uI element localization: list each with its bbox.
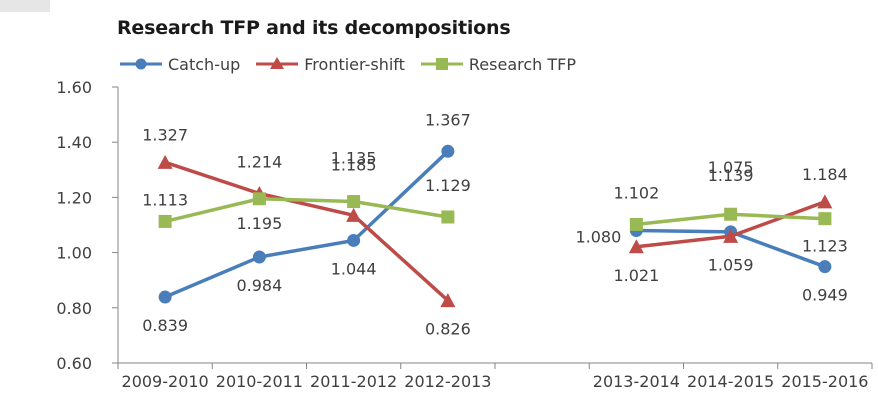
data-label-research-tfp: 1.129 [425, 176, 471, 195]
data-label-catch-up: 1.080 [575, 228, 621, 247]
data-label-frontier-shift: 1.135 [331, 148, 377, 167]
data-label-research-tfp: 1.195 [236, 214, 282, 233]
series-line-catch-up [164, 150, 450, 299]
legend-label-catch-up: Catch-up [168, 54, 241, 74]
data-label-frontier-shift: 0.826 [425, 320, 471, 339]
legend-marker-frontier-shift [256, 57, 299, 69]
data-point-frontier-shift [346, 207, 362, 222]
data-point-catch-up [158, 290, 172, 304]
x-tick-label: 2010-2011 [216, 372, 303, 391]
data-point-research-tfp [347, 195, 361, 209]
y-tick-label: 1.00 [56, 244, 92, 263]
legend-marker-research-tfp [420, 58, 463, 70]
data-label-research-tfp: 1.123 [802, 237, 848, 256]
y-tick-label: 1.20 [56, 188, 92, 207]
legend-item-frontier-shift: Frontier-shift [254, 55, 405, 74]
series-line-frontier-shift [164, 160, 450, 302]
y-tick-label: 0.80 [56, 299, 92, 318]
data-point-catch-up [347, 233, 361, 247]
legend-marker-catch-up [120, 58, 162, 70]
data-point-catch-up [441, 144, 455, 158]
data-label-research-tfp: 1.113 [142, 190, 188, 209]
data-point-frontier-shift [440, 293, 456, 308]
data-label-research-tfp: 1.139 [708, 166, 754, 185]
data-point-frontier-shift [628, 239, 644, 254]
data-point-catch-up [252, 250, 266, 264]
data-point-research-tfp [252, 192, 266, 206]
series-line-research-tfp [164, 197, 449, 224]
data-label-frontier-shift: 1.184 [802, 165, 848, 184]
x-tick-label: 2015-2016 [781, 372, 868, 391]
data-label-research-tfp: 1.185 [331, 156, 377, 175]
data-point-research-tfp [629, 217, 643, 231]
legend-label-research-tfp: Research TFP [468, 54, 577, 74]
data-label-frontier-shift: 1.021 [613, 266, 659, 285]
data-label-catch-up: 0.839 [142, 316, 188, 335]
legend-item-research-tfp: Research TFP [419, 55, 576, 74]
y-tick-label: 1.60 [56, 78, 92, 97]
data-label-catch-up: 0.949 [802, 286, 848, 305]
y-tick-label: 0.60 [56, 354, 92, 373]
x-tick-label: 2009-2010 [122, 372, 209, 391]
data-label-frontier-shift: 1.059 [708, 255, 754, 274]
data-point-research-tfp [158, 214, 172, 228]
data-label-frontier-shift: 1.214 [236, 153, 282, 172]
data-point-research-tfp [724, 207, 738, 221]
corner-box [0, 0, 50, 12]
x-tick-label: 2012-2013 [404, 372, 491, 391]
data-point-catch-up [818, 260, 832, 274]
legend-label-frontier-shift: Frontier-shift [304, 54, 405, 74]
data-point-research-tfp [441, 210, 455, 224]
data-point-frontier-shift [817, 194, 833, 209]
data-point-frontier-shift [723, 228, 739, 243]
data-point-research-tfp [818, 212, 832, 226]
data-label-catch-up: 0.984 [236, 276, 282, 295]
data-point-frontier-shift [157, 154, 173, 169]
data-label-catch-up: 1.367 [425, 110, 471, 129]
legend: Catch-up Frontier-shift Research TFP [118, 52, 590, 76]
x-tick-label: 2014-2015 [687, 372, 774, 391]
x-tick-label: 2013-2014 [593, 372, 680, 391]
data-label-catch-up: 1.044 [331, 259, 377, 278]
legend-item-catch-up: Catch-up [118, 55, 240, 74]
data-label-frontier-shift: 1.327 [142, 125, 188, 144]
y-tick-label: 1.40 [56, 133, 92, 152]
chart-title: Research TFP and its decompositions [117, 17, 511, 39]
data-label-research-tfp: 1.102 [613, 183, 659, 202]
x-tick-label: 2011-2012 [310, 372, 397, 391]
data-label-catch-up: 1.075 [708, 158, 754, 177]
